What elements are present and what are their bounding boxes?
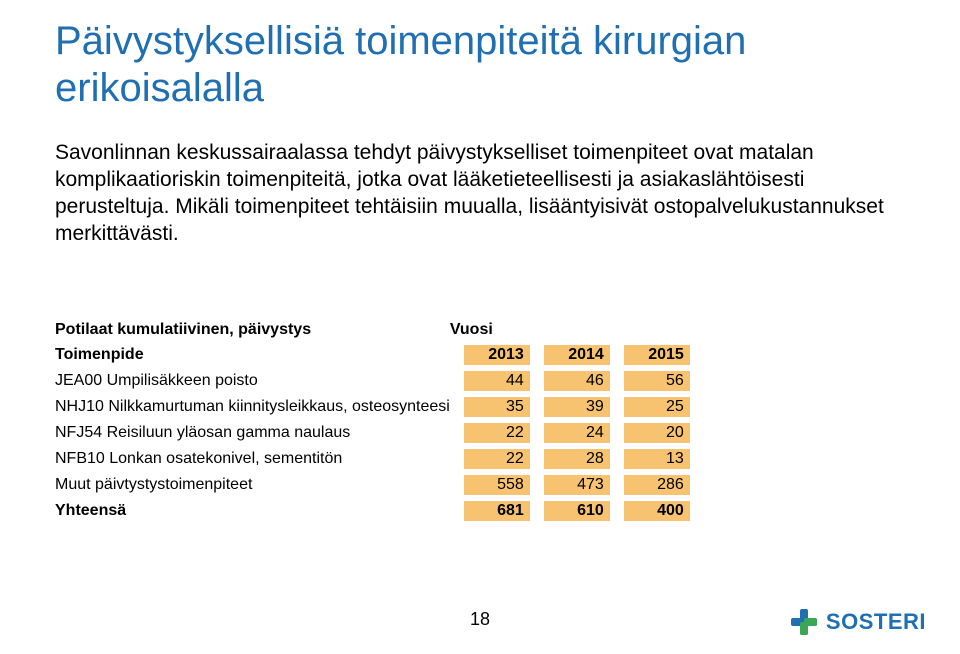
row-label: Muut päivtystystoimenpiteet xyxy=(55,472,450,498)
table-row: NFB10 Lonkan osatekonivel, sementitön 22… xyxy=(55,446,690,472)
logo-text: SOSTERI xyxy=(826,609,926,635)
cell: 13 xyxy=(624,449,690,469)
cell: 35 xyxy=(464,397,530,417)
row-label: NFJ54 Reisiluun yläosan gamma naulaus xyxy=(55,420,450,446)
table-subheader-row: Toimenpide 2013 2014 2015 xyxy=(55,342,690,368)
cell: 22 xyxy=(464,449,530,469)
title-line-2: erikoisalalla xyxy=(55,66,264,110)
table-row: NFJ54 Reisiluun yläosan gamma naulaus 22… xyxy=(55,420,690,446)
data-table: Potilaat kumulatiivinen, päivystys Vuosi… xyxy=(55,318,690,524)
total-cell: 610 xyxy=(544,501,610,521)
logo: SOSTERI xyxy=(790,608,926,636)
total-cell: 400 xyxy=(624,501,690,521)
total-label: Yhteensä xyxy=(55,498,450,524)
row-label: NFB10 Lonkan osatekonivel, sementitön xyxy=(55,446,450,472)
table-header-row: Potilaat kumulatiivinen, päivystys Vuosi xyxy=(55,318,690,342)
cell: 22 xyxy=(464,423,530,443)
table-total-row: Yhteensä 681 610 400 xyxy=(55,498,690,524)
header-left: Potilaat kumulatiivinen, päivystys xyxy=(55,318,450,342)
cell: 56 xyxy=(624,371,690,391)
cell: 46 xyxy=(544,371,610,391)
cell: 39 xyxy=(544,397,610,417)
year-2: 2015 xyxy=(624,345,690,365)
table-row: Muut päivtystystoimenpiteet 558 473 286 xyxy=(55,472,690,498)
slide-title: Päivystyksellisiä toimenpiteitä kirurgia… xyxy=(55,18,905,112)
cell: 286 xyxy=(624,475,690,495)
cell: 28 xyxy=(544,449,610,469)
row-label: NHJ10 Nilkkamurtuman kiinnitysleikkaus, … xyxy=(55,394,450,420)
title-line-1: Päivystyksellisiä toimenpiteitä kirurgia… xyxy=(55,19,746,63)
table-row: JEA00 Umpilisäkkeen poisto 44 46 56 xyxy=(55,368,690,394)
header-vuosi: Vuosi xyxy=(450,318,690,342)
subheader-left: Toimenpide xyxy=(55,342,450,368)
cell: 44 xyxy=(464,371,530,391)
cell: 558 xyxy=(464,475,530,495)
cell: 20 xyxy=(624,423,690,443)
year-1: 2014 xyxy=(544,345,610,365)
row-label: JEA00 Umpilisäkkeen poisto xyxy=(55,368,450,394)
table-row: NHJ10 Nilkkamurtuman kiinnitysleikkaus, … xyxy=(55,394,690,420)
cell: 24 xyxy=(544,423,610,443)
cell: 473 xyxy=(544,475,610,495)
total-cell: 681 xyxy=(464,501,530,521)
body-paragraph: Savonlinnan keskussairaalassa tehdyt päi… xyxy=(55,140,905,248)
cell: 25 xyxy=(624,397,690,417)
year-0: 2013 xyxy=(464,345,530,365)
cross-icon xyxy=(790,608,818,636)
slide: Päivystyksellisiä toimenpiteitä kirurgia… xyxy=(0,0,960,654)
